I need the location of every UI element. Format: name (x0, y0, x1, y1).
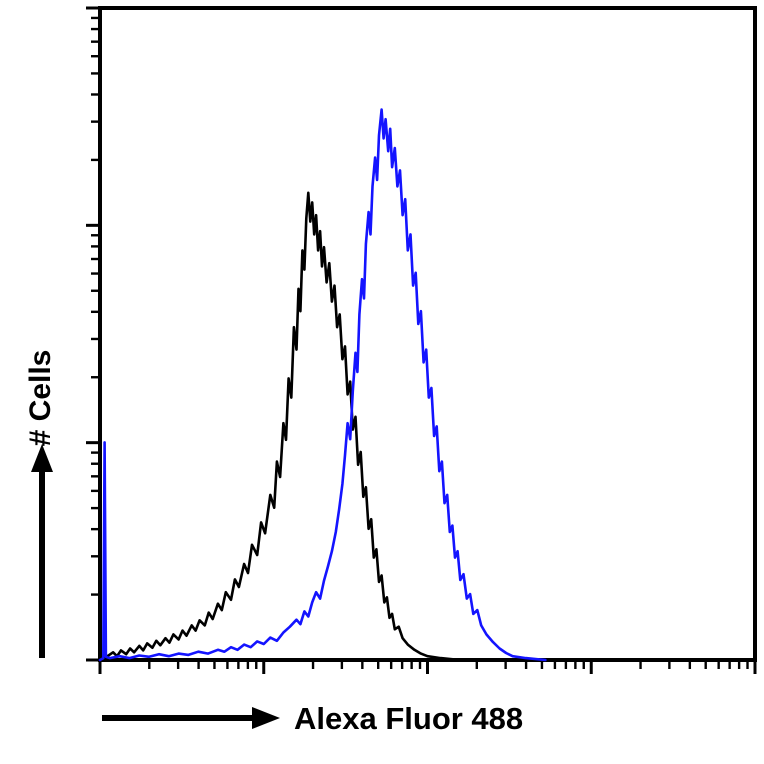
black-curve (98, 191, 462, 662)
x-axis-arrowhead-icon (252, 707, 280, 729)
y-axis-arrowhead-icon (31, 444, 53, 472)
y-axis-label: # Cells (24, 350, 57, 447)
blue-curve (98, 108, 547, 662)
plot-border (98, 6, 757, 662)
x-axis-arrow (102, 707, 280, 729)
y-axis-arrow (31, 444, 53, 658)
y-axis-ticks (86, 6, 100, 662)
x-axis-label: Alexa Fluor 488 (294, 701, 523, 736)
x-axis-ticks (98, 660, 757, 674)
histogram-curves (98, 108, 547, 662)
